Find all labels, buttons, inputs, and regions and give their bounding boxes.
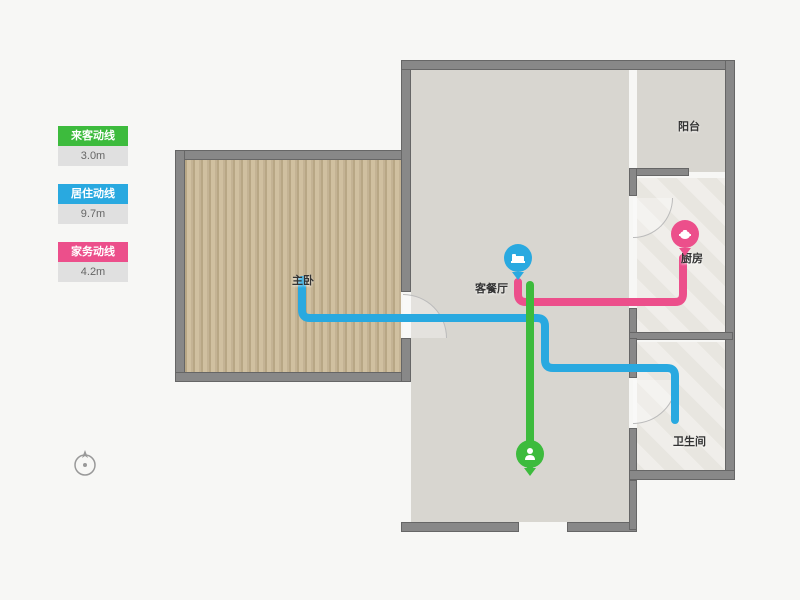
label-livingroom: 客餐厅: [475, 280, 508, 296]
marker-bed-icon: [504, 244, 532, 278]
label-bathroom: 卫生间: [673, 433, 706, 449]
legend-value: 4.2m: [58, 262, 128, 282]
legend: 来客动线 3.0m 居住动线 9.7m 家务动线 4.2m: [58, 126, 128, 300]
compass-icon: [70, 448, 100, 478]
wall: [629, 168, 689, 176]
wall: [629, 338, 637, 378]
wall: [629, 168, 637, 196]
wall: [175, 150, 185, 382]
marker-pot-icon: [671, 220, 699, 254]
marker-person-icon: [516, 440, 544, 474]
wall: [401, 338, 411, 382]
legend-value: 3.0m: [58, 146, 128, 166]
wall: [629, 470, 735, 480]
legend-item-living: 居住动线 9.7m: [58, 184, 128, 224]
legend-label: 来客动线: [58, 126, 128, 146]
wall: [629, 480, 637, 530]
label-balcony: 阳台: [678, 118, 700, 134]
legend-label: 家务动线: [58, 242, 128, 262]
legend-item-housework: 家务动线 4.2m: [58, 242, 128, 282]
wall: [567, 522, 637, 532]
wall: [175, 372, 411, 382]
wall: [401, 60, 735, 70]
floorplan: 主卧 客餐厅 阳台 厨房 卫生间: [175, 60, 735, 550]
wall: [401, 60, 411, 292]
legend-label: 居住动线: [58, 184, 128, 204]
wall: [629, 332, 733, 340]
room-bedroom: [183, 158, 401, 373]
wall: [401, 522, 519, 532]
wall: [725, 60, 735, 480]
wall: [175, 150, 411, 160]
legend-item-visitor: 来客动线 3.0m: [58, 126, 128, 166]
label-bedroom: 主卧: [292, 272, 314, 288]
legend-value: 9.7m: [58, 204, 128, 224]
